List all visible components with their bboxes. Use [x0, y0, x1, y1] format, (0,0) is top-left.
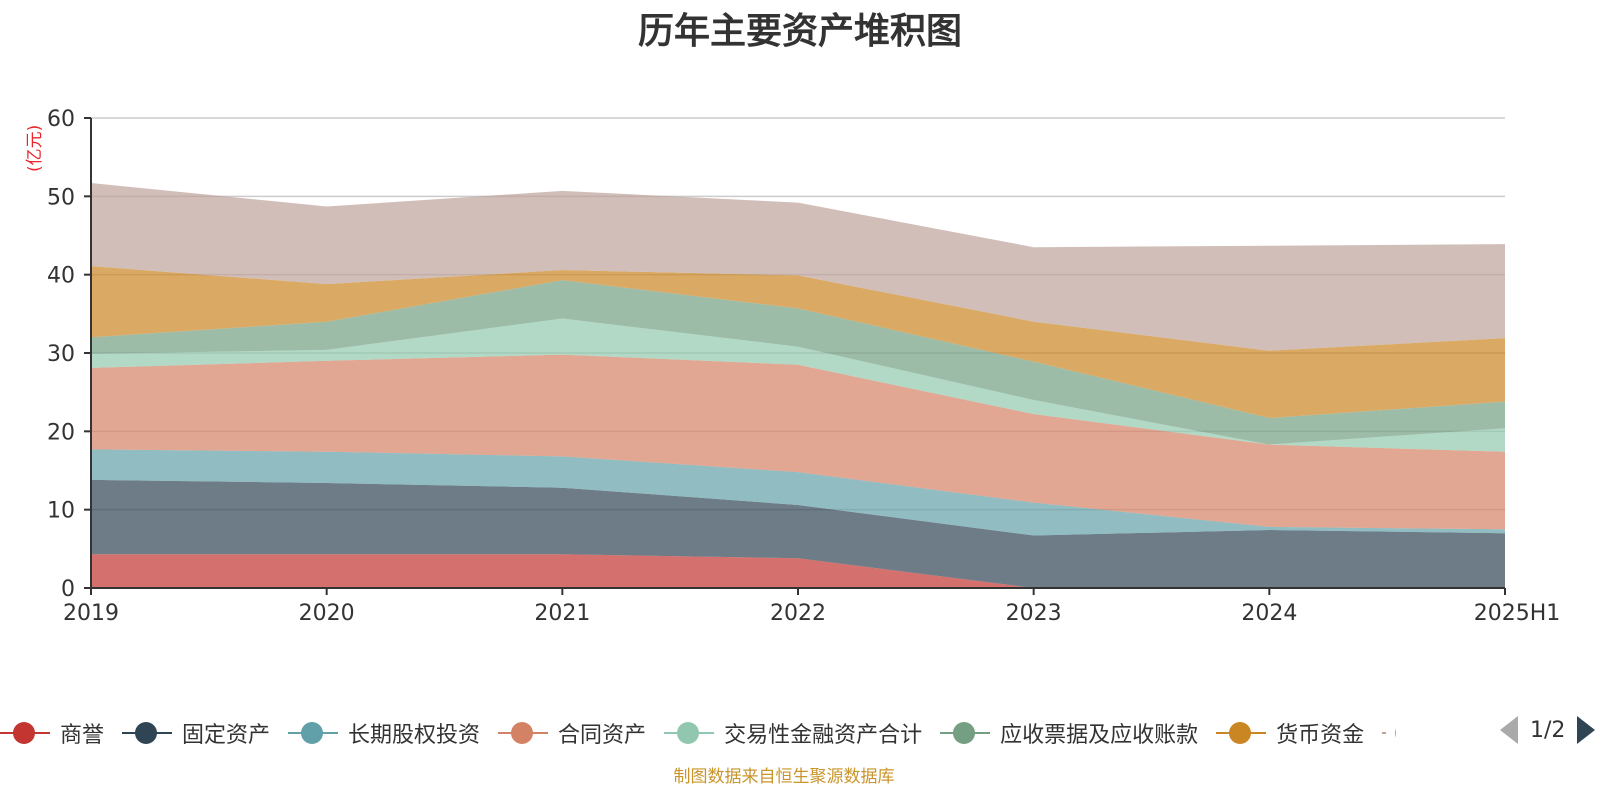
y-tick-label: 40 — [47, 264, 75, 289]
legend-label: 应收票据及应收账款 — [1000, 723, 1199, 748]
series-area-3 — [91, 449, 1505, 536]
legend-marker-icon — [940, 721, 991, 745]
legend-item[interactable]: 合同资产 — [498, 717, 646, 749]
legend-label: 货币资金 — [1276, 723, 1365, 748]
x-tick-label: 2020 — [299, 601, 355, 626]
legend-item[interactable]: 应收票据及应收账款 — [940, 717, 1198, 749]
x-tick-label: 2022 — [770, 601, 826, 626]
chart-legend: 商誉 固定资产 长期股权投资 合同资产 交易性金融资产合计 应收票据及应收账款 货币资金 — [0, 718, 1414, 748]
x-tick-label: 2024 — [1241, 601, 1297, 626]
legend-pager: 1/2 — [1500, 716, 1596, 744]
y-tick-label: 10 — [47, 499, 75, 524]
legend-marker-icon — [1382, 721, 1397, 745]
series-area-4 — [91, 354, 1505, 530]
series-area-1 — [91, 554, 1505, 588]
legend-label: 固定资产 — [182, 723, 271, 748]
legend-label: 合同资产 — [558, 723, 647, 748]
legend-prev-page-icon[interactable] — [1500, 716, 1518, 744]
legend-item[interactable]: 商誉 — [0, 717, 104, 749]
series-area-5 — [91, 318, 1505, 452]
legend-marker-icon — [664, 721, 715, 745]
x-tick-label: 2019 — [63, 601, 119, 626]
series-area-2 — [91, 479, 1505, 588]
legend-marker-icon — [122, 721, 173, 745]
legend-item[interactable]: 交易性金融资产合计 — [664, 717, 922, 749]
series-area-7 — [91, 266, 1505, 418]
chart-title: 历年主要资产堆积图 — [637, 11, 962, 52]
x-tick-label: 2021 — [534, 601, 590, 626]
legend-item[interactable]: 货币资金 — [1216, 717, 1364, 749]
y-tick-label: 0 — [61, 577, 75, 602]
legend-label: 交易性金融资产合计 — [724, 723, 923, 748]
series-area-6 — [91, 280, 1505, 445]
legend-marker-icon — [288, 721, 339, 745]
legend-item[interactable]: 固定资产 — [122, 717, 270, 749]
y-tick-label: 60 — [47, 107, 75, 132]
data-source-note: 制图数据来自恒生聚源数据库 — [673, 767, 895, 787]
legend-item[interactable] — [1382, 721, 1397, 745]
y-tick-label: 20 — [47, 420, 75, 445]
x-tick-label: 2025H1 — [1474, 601, 1561, 626]
series-area-8 — [91, 183, 1505, 351]
legend-marker-icon — [0, 721, 50, 745]
y-tick-label: 30 — [47, 342, 75, 367]
x-tick-label: 2023 — [1006, 601, 1062, 626]
stacked-area-chart: 0 10 20 30 40 50 60 2019 2020 2021 2022 2023 2024 202… — [47, 107, 1561, 626]
legend-item[interactable]: 长期股权投资 — [288, 717, 480, 749]
legend-page-indicator: 1/2 — [1530, 717, 1566, 743]
legend-marker-icon — [498, 721, 549, 745]
legend-next-page-icon[interactable] — [1577, 716, 1596, 744]
y-tick-label: 50 — [47, 185, 75, 210]
legend-label: 商誉 — [60, 723, 105, 748]
legend-marker-icon — [1216, 721, 1267, 745]
legend-label: 长期股权投资 — [348, 723, 481, 748]
